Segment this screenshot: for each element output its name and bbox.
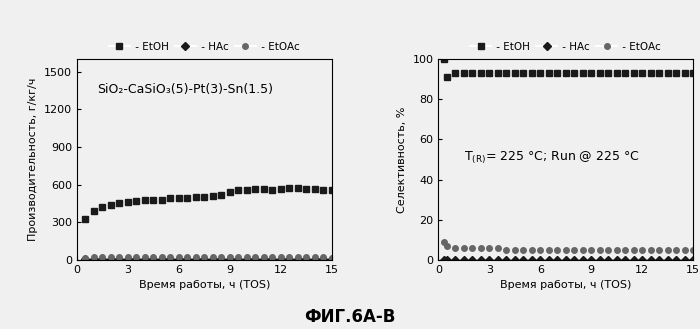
Legend:  - EtOH,  - HAc,  - EtOAc: - EtOH, - HAc, - EtOAc: [109, 42, 300, 52]
Y-axis label: Производительность, г/кг/ч: Производительность, г/кг/ч: [29, 78, 38, 241]
Text: SiO₂-CaSiO₃(5)-Pt(3)-Sn(1.5): SiO₂-CaSiO₃(5)-Pt(3)-Sn(1.5): [97, 83, 274, 96]
X-axis label: Время работы, ч (TOS): Время работы, ч (TOS): [139, 280, 270, 290]
Legend:  - EtOH,  - HAc,  - EtOAc: - EtOH, - HAc, - EtOAc: [470, 42, 661, 52]
Text: ФИГ.6А-В: ФИГ.6А-В: [304, 308, 395, 326]
Y-axis label: Селективность, %: Селективность, %: [397, 106, 407, 213]
X-axis label: Время работы, ч (TOS): Время работы, ч (TOS): [500, 280, 631, 290]
Text: $\mathsf{T_{(R)}}$= 225 °C; Run @ 225 °C: $\mathsf{T_{(R)}}$= 225 °C; Run @ 225 °C: [464, 149, 640, 166]
